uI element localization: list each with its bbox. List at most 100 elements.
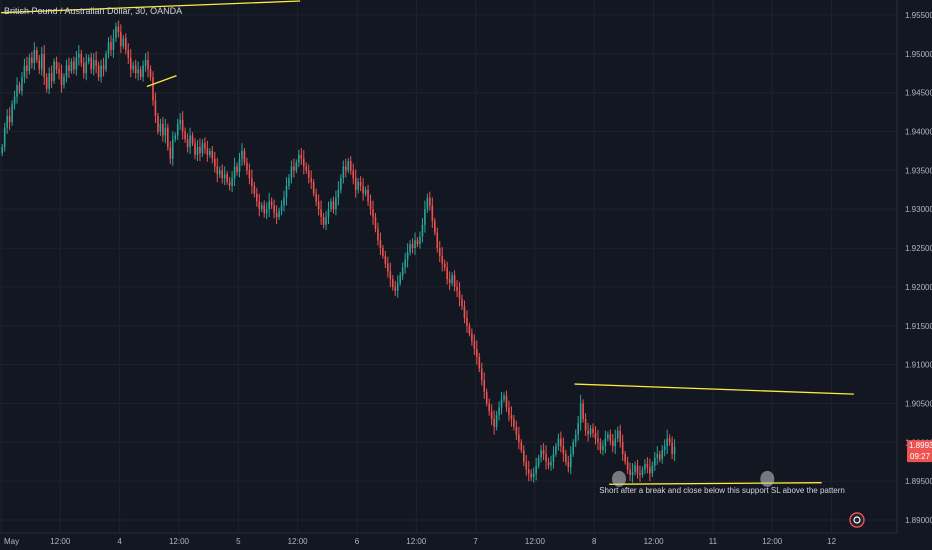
candle-body <box>503 395 505 400</box>
candle-body <box>530 473 533 478</box>
candle-body <box>233 166 236 179</box>
candle-body <box>65 65 68 78</box>
candle-body <box>589 428 592 435</box>
time-tick-label: 6 <box>355 537 360 546</box>
candle-body <box>78 53 80 58</box>
candle-body <box>658 453 661 460</box>
candle-body <box>443 263 446 268</box>
candle-body <box>379 240 382 249</box>
candle-body <box>137 69 139 74</box>
candle-body <box>525 461 528 470</box>
candle-body <box>1 147 3 154</box>
candle-body <box>55 61 58 70</box>
candle-body <box>238 158 241 172</box>
candle-body <box>139 69 142 78</box>
candle-body <box>505 395 508 408</box>
candle-body <box>236 166 238 172</box>
candle-body <box>149 69 152 78</box>
candle-body <box>199 147 201 154</box>
candle-body <box>290 166 293 179</box>
candle-body <box>478 356 481 369</box>
candle-body <box>416 240 419 245</box>
candle-body <box>142 65 144 78</box>
candle-body <box>253 185 256 194</box>
candle-body <box>58 69 60 74</box>
candle-body <box>82 63 85 74</box>
candle-body <box>520 442 523 451</box>
candle-body <box>456 286 458 291</box>
upper-trendline-left[interactable] <box>0 0 301 14</box>
trendline-drawings[interactable] <box>0 0 854 485</box>
candle-body <box>337 189 340 198</box>
candle-body <box>461 298 463 307</box>
candle-body <box>448 279 451 284</box>
candle-body <box>609 434 612 441</box>
candle-body <box>458 290 461 299</box>
candle-body <box>663 446 666 451</box>
candle-body <box>325 217 327 225</box>
candle-body <box>110 42 112 50</box>
resistance-trendline[interactable] <box>574 383 854 395</box>
small-flag-line[interactable] <box>146 74 177 88</box>
candle-body <box>171 139 174 159</box>
candle-body <box>16 84 18 97</box>
candle-body <box>616 430 619 439</box>
candle-body <box>399 275 401 284</box>
candle-body <box>132 65 135 70</box>
candle-body <box>522 450 525 462</box>
candle-body <box>639 473 641 475</box>
time-tick-label: 8 <box>592 537 597 546</box>
annotation-note: Short after a break and close below this… <box>599 486 845 495</box>
support-line[interactable] <box>609 482 822 485</box>
candle-body <box>436 232 439 249</box>
candle-body <box>476 349 478 357</box>
candle-body <box>384 255 387 264</box>
candle-body <box>389 271 392 280</box>
price-tick-label: 1.92500 <box>905 244 932 253</box>
last-price-tag: 1.89938 09:27 <box>907 440 932 463</box>
time-tick-label: 4 <box>117 537 122 546</box>
candle-body <box>248 170 251 179</box>
candle-body <box>500 399 503 408</box>
candle-body <box>394 286 397 291</box>
candle-body <box>167 127 169 148</box>
candle-body <box>424 209 426 225</box>
candle-body <box>275 213 278 217</box>
candle-body <box>572 442 575 454</box>
candle-body <box>147 60 149 70</box>
candle-body <box>273 205 275 214</box>
time-axis[interactable]: May 12:00 4 12:00 5 12:00 6 12:00 7 12:00 8 12:00 11… <box>4 537 837 546</box>
candle-body <box>144 60 147 66</box>
candle-body <box>317 201 320 210</box>
candle-body <box>466 318 468 326</box>
price-tick-label: 1.92000 <box>905 283 932 292</box>
candle-body <box>100 65 102 78</box>
candle-body <box>330 201 332 210</box>
candle-body <box>332 201 335 210</box>
candle-body <box>584 419 587 431</box>
candle-body <box>555 446 557 454</box>
price-tick-label: 1.94000 <box>905 128 932 137</box>
candle-body <box>95 60 97 66</box>
tradingview-logo-icon[interactable] <box>849 512 865 528</box>
candle-body <box>582 403 584 419</box>
candle-body <box>421 224 424 237</box>
candle-body <box>280 205 283 211</box>
candle-body <box>411 244 414 249</box>
candle-body <box>574 434 577 443</box>
candle-body <box>68 65 70 71</box>
candle-body <box>488 403 490 412</box>
price-tick-label: 1.89500 <box>905 477 932 486</box>
candle-body <box>485 391 488 404</box>
candle-body <box>490 411 493 419</box>
candle-body <box>473 341 476 350</box>
candle-body <box>162 123 164 136</box>
candle-body <box>513 419 515 427</box>
candle-body <box>246 162 248 171</box>
candle-body <box>532 473 535 478</box>
candle-body <box>347 161 350 171</box>
candle-body <box>562 446 565 454</box>
candle-body <box>50 73 53 82</box>
candle-body <box>592 428 594 433</box>
